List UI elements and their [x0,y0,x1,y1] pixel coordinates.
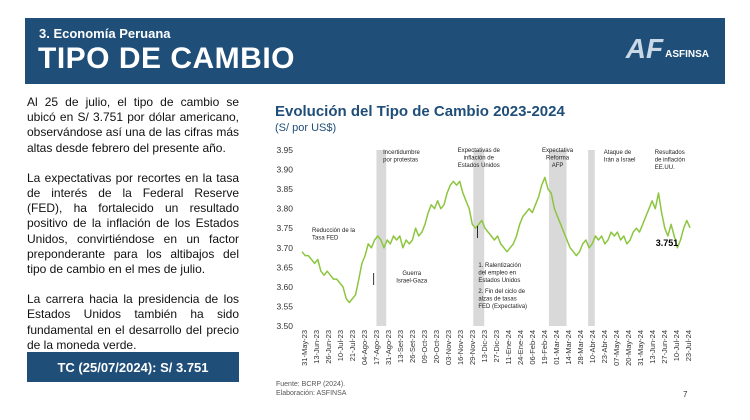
annotation-9: 2. Fin del ciclo de [478,289,525,295]
annotation-7: Israel-Gaza [396,279,428,285]
y-tick-label: 3.80 [276,204,293,214]
exchange-rate-chart: 3.95 3.90 3.85 3.80 3.75 3.70 3.65 3.60 3.55 3.50… [276,145,693,366]
annotation-4: Ataque de [604,150,632,156]
event-band-1 [376,150,387,326]
x-tick-label: 06-Feb-24 [528,330,537,365]
y-tick-label: 3.55 [276,301,293,311]
event-band-3 [548,150,567,326]
annotation-4: Irán a Israel [604,158,636,164]
x-tick-label: 13-Jun-23 [312,330,321,364]
event-band-2 [473,150,485,326]
annotation-3: Expectativa [542,148,574,154]
annotation-7: Guerra [402,271,421,277]
commentary-text: Al 25 de julio, el tipo de cambio se ubi… [27,95,239,368]
x-tick-label: 23-Jul-24 [684,330,693,361]
y-tick-label: 3.90 [276,165,293,175]
y-tick-label: 3.65 [276,262,293,272]
x-tick-label: 04-Ago-23 [360,330,369,365]
x-tick-label: 16-Nov-23 [456,330,465,365]
chart-title: Evolución del Tipo de Cambio 2023-2024 [275,103,565,120]
x-tick-label: 20-Oct-23 [432,330,441,363]
annotation-5: de inflación [655,158,685,164]
x-tick-label: 07-May-24 [612,330,621,366]
y-tick-label: 3.70 [276,243,293,253]
annotation-2: inflación de [464,156,495,162]
paragraph-3: La carrera hacia la presidencia de los E… [27,292,239,352]
y-tick-label: 3.50 [276,321,293,331]
x-tick-label: 29-Nov-23 [468,330,477,365]
x-tick-label: 31-May-23 [300,330,309,366]
x-tick-label: 19-Feb-24 [540,330,549,365]
asfinsa-logo: AF ASFINSA [625,33,709,64]
x-tick-label: 10-Abr-24 [588,330,597,363]
y-tick-label: 3.85 [276,184,293,194]
annotation-9: FED (Expectativa) [478,304,527,310]
x-tick-label: 11-Ene-24 [504,330,513,364]
x-tick-label: 21-Jul-23 [348,330,357,361]
annotation-2: Estados Unidos [458,163,500,169]
y-tick-label: 3.75 [276,223,293,233]
annotation-1: por protestas [383,158,418,164]
annotation-5: Resultados [655,150,685,156]
y-tick-label: 3.60 [276,282,293,292]
x-tick-label: 31-May-24 [636,330,645,366]
page-title: TIPO DE CAMBIO [38,42,296,75]
annotation-1: Incertidumbre [383,150,420,156]
header-banner: 3. Economía Peruana TIPO DE CAMBIO AF AS… [25,18,725,84]
last-value-label: 3.751 [656,238,679,248]
x-tick-label: 14-Mar-24 [564,330,573,365]
annotation-3: AFP [552,163,564,169]
chart-subtitle: (S/ por US$) [275,122,337,134]
x-tick-label: 03-Nov-23 [444,330,453,365]
paragraph-2: La expectativas por recortes en la tasa … [27,170,239,277]
event-band-4 [588,150,595,326]
series-line-1 [301,176,691,304]
exchange-rate-box: TC (25/07/2024): S/ 3.751 [27,352,239,382]
x-tick-label: 27-Dic-23 [492,330,501,363]
x-tick-label: 13-Jun-24 [648,330,657,364]
section-label: 3. Economía Peruana [39,26,171,41]
x-tick-label: 27-Jun-24 [660,330,669,364]
annotation-3: Reforma [546,156,570,162]
x-tick-label: 17-Ago-23 [372,330,381,365]
x-tick-label: 24-Ene-24 [516,330,525,365]
x-tick-label: 26-Jun-23 [324,330,333,364]
x-tick-label: 23-Abr-24 [600,330,609,363]
page-number: 7 [683,390,688,399]
source-note: Fuente: BCRP (2024). [276,381,346,388]
x-tick-label: 10-Jul-24 [672,330,681,361]
y-tick-label: 3.95 [276,145,293,155]
x-tick-label: 13-Dic-23 [480,330,489,363]
x-tick-label: 20-May-24 [624,330,633,366]
x-tick-label: 10-Jul-23 [336,330,345,361]
prepared-note: Elaboración: ASFINSA [276,390,347,397]
x-tick-label: 31-Ago-23 [384,330,393,365]
annotation-2: Expectativas de [458,148,501,154]
logo-text: ASFINSA [665,49,709,60]
annotation-9: alzas de tasas [478,297,516,303]
annotation-6: Reducción de la [312,228,356,234]
annotation-8: 1. Ralentización [478,263,521,269]
x-tick-label: 01-Mar-24 [552,330,561,365]
annotation-5: EE.UU. [655,165,675,171]
annotation-8: Estados Unidos [478,278,520,284]
x-tick-label: 09-Oct-23 [420,330,429,363]
chart-footer: Fuente: BCRP (2024). Elaboración: ASFINS… [276,380,346,398]
logo-mark: AF [625,33,664,64]
annotation-6: Tasa FED [312,236,339,242]
x-tick-label: 26-Set-23 [408,330,417,363]
x-tick-label: 28-Mar-24 [576,330,585,365]
annotation-8: del empleo en [478,271,516,277]
paragraph-1: Al 25 de julio, el tipo de cambio se ubi… [27,95,239,155]
x-tick-label: 13-Set-23 [396,330,405,363]
